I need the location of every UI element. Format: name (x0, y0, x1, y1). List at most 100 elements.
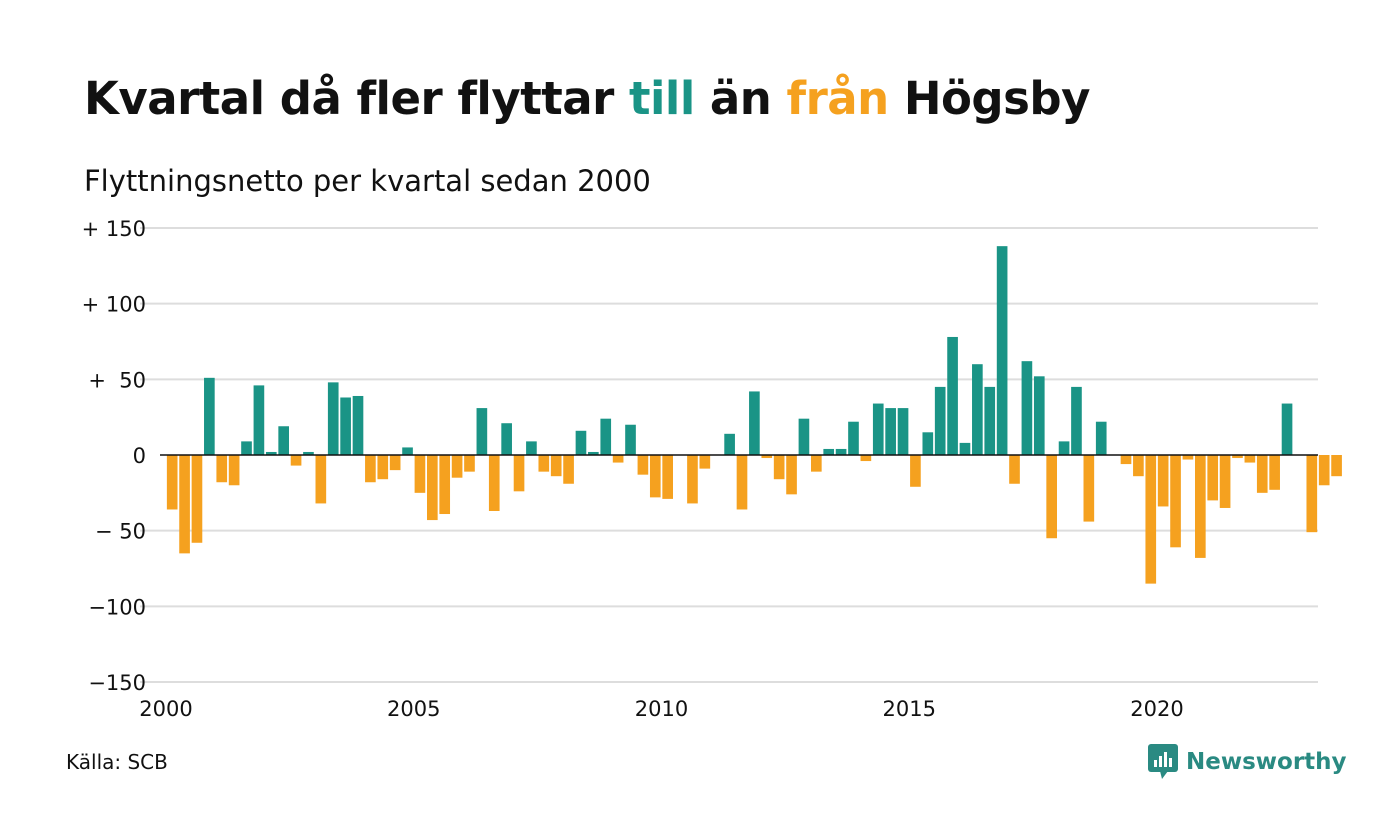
bar-2010Q4 (699, 455, 711, 469)
bar-2011Q3 (736, 455, 748, 510)
chart-title: Kvartal då fler flyttar till än från Hög… (84, 72, 1090, 125)
y-tick-label: −100 (88, 595, 146, 619)
bar-2003Q3 (340, 397, 351, 455)
bar-2019Q2 (1120, 455, 1132, 465)
bar-2013Q3 (835, 448, 847, 455)
title-highlight-in: till (628, 72, 695, 125)
bar-2004Q4 (402, 447, 413, 455)
bar-2014Q3 (885, 408, 896, 455)
bar-2016Q4 (996, 246, 1008, 455)
x-tick-label: 2010 (635, 697, 688, 721)
bar-2011Q4 (749, 391, 760, 455)
bar-2015Q3 (934, 386, 946, 455)
bar-2023Q2 (1318, 455, 1330, 486)
bar-2015Q1 (910, 455, 921, 487)
bar-2016Q1 (959, 442, 971, 455)
bar-2020Q4 (1195, 455, 1206, 558)
x-tick-label: 2015 (882, 697, 935, 721)
bar-2021Q3 (1232, 455, 1243, 459)
gridlines (140, 227, 1318, 683)
bar-2002Q4 (303, 451, 314, 455)
bar-2019Q3 (1133, 455, 1144, 477)
bar-2000Q4 (204, 377, 215, 455)
y-tick-label: 0 (133, 444, 146, 468)
bar-2020Q2 (1170, 455, 1181, 548)
bars (166, 246, 1342, 584)
title-part-1: Kvartal då fler flyttar (84, 72, 629, 125)
bar-2009Q1 (612, 455, 624, 463)
bar-2013Q1 (811, 455, 822, 472)
x-tick-label: 2000 (139, 697, 192, 721)
y-tick-label: − 50 (95, 520, 146, 544)
bar-2017Q3 (1033, 376, 1045, 455)
bar-2004Q3 (389, 455, 401, 471)
bar-2004Q1 (365, 455, 376, 483)
bar-2018Q2 (1071, 386, 1082, 455)
bar-2008Q3 (588, 451, 599, 455)
bar-2006Q3 (488, 455, 500, 511)
bar-2020Q1 (1157, 455, 1169, 507)
bar-2018Q3 (1083, 455, 1095, 522)
bar-2006Q2 (476, 408, 488, 455)
bar-2018Q4 (1095, 421, 1107, 455)
bar-2007Q1 (513, 455, 525, 492)
bar-2003Q2 (327, 382, 339, 455)
bar-2017Q4 (1046, 455, 1057, 539)
bar-2005Q1 (414, 455, 426, 493)
title-highlight-out: från (786, 72, 890, 125)
bar-2013Q2 (823, 448, 835, 455)
bar-2001Q1 (216, 455, 228, 483)
bar-2022Q2 (1269, 455, 1280, 490)
x-tick-label: 2005 (387, 697, 440, 721)
bar-2012Q1 (761, 455, 773, 459)
bar-2008Q1 (563, 455, 574, 484)
bar-2002Q2 (278, 426, 289, 455)
bar-2006Q1 (464, 455, 475, 472)
bar-2002Q1 (265, 451, 277, 455)
y-tick-label: −150 (88, 671, 146, 695)
bar-2015Q2 (922, 432, 934, 455)
bar-2001Q4 (253, 385, 265, 455)
bar-2007Q2 (526, 441, 537, 455)
bar-2009Q4 (649, 455, 661, 498)
bar-2011Q2 (724, 433, 735, 455)
bar-2004Q2 (377, 455, 389, 480)
title-part-2: än (694, 72, 787, 125)
y-tick-label: + 150 (82, 217, 146, 241)
y-axis-ticks: + 150 + 100 + 50 0 − 50 −100 −150 (82, 217, 146, 695)
bar-2009Q3 (637, 455, 649, 475)
newsworthy-chart-bubble-icon (1148, 744, 1178, 779)
bar-2018Q1 (1058, 441, 1070, 455)
bar-2000Q3 (191, 455, 203, 543)
bar-2002Q3 (290, 455, 302, 466)
bar-2007Q3 (538, 455, 550, 472)
bar-2021Q4 (1244, 455, 1256, 463)
bar-2023Q3 (1331, 455, 1342, 477)
y-tick-label: + 100 (82, 293, 146, 317)
y-tick-label: + 50 (88, 368, 146, 392)
bar-2001Q3 (241, 441, 252, 455)
bar-2014Q4 (897, 408, 909, 455)
bar-2014Q1 (860, 455, 872, 462)
logo-text: Newsworthy (1186, 749, 1347, 775)
bar-2013Q4 (848, 421, 859, 455)
title-part-3: Högsby (888, 72, 1091, 125)
bar-2012Q3 (786, 455, 797, 495)
bar-2008Q4 (600, 418, 612, 455)
bar-2007Q4 (550, 455, 562, 477)
bar-2022Q1 (1256, 455, 1268, 493)
bar-2005Q2 (427, 455, 438, 521)
newsworthy-logo: Newsworthy (1148, 744, 1347, 780)
bar-2009Q2 (625, 424, 636, 455)
bar-2001Q2 (228, 455, 240, 486)
bar-2014Q2 (872, 403, 884, 455)
bar-2016Q2 (972, 364, 983, 455)
bar-2006Q4 (501, 423, 512, 455)
bar-2000Q1 (166, 455, 178, 510)
bar-2020Q3 (1182, 455, 1194, 460)
bar-2017Q2 (1021, 361, 1033, 455)
bar-2010Q1 (662, 455, 673, 499)
bar-2021Q2 (1219, 455, 1231, 508)
bar-2019Q4 (1145, 455, 1157, 584)
